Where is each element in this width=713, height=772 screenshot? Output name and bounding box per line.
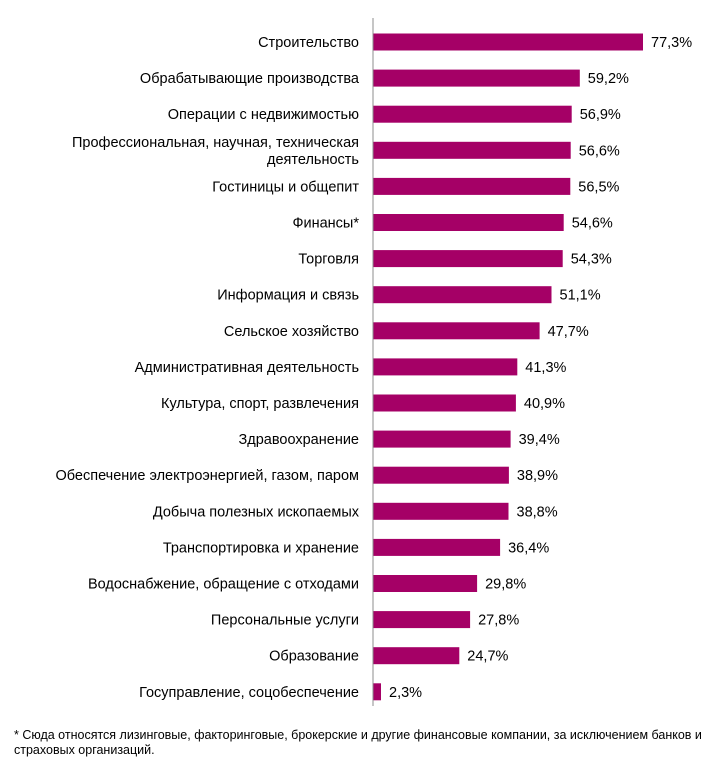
- data-label: 2,3%: [389, 685, 422, 701]
- data-label: 38,8%: [517, 504, 558, 520]
- bar: [373, 502, 509, 520]
- category-label: Административная деятельность: [135, 360, 359, 376]
- bar: [373, 322, 540, 340]
- data-label: 51,1%: [560, 288, 601, 304]
- category-label: Информация и связь: [217, 288, 359, 304]
- category-label: Водоснабжение, обращение с отходами: [88, 577, 359, 593]
- bar: [373, 69, 580, 87]
- data-label: 47,7%: [548, 324, 589, 340]
- bar: [373, 466, 509, 484]
- data-label: 56,5%: [578, 179, 619, 195]
- data-label: 77,3%: [651, 35, 692, 51]
- bar: [373, 430, 511, 448]
- data-label: 36,4%: [508, 540, 549, 556]
- category-label: Культура, спорт, развлечения: [161, 396, 359, 412]
- category-label: Профессиональная, научная, техническая де…: [72, 135, 359, 168]
- category-label: Госуправление, соцобеспечение: [139, 685, 359, 701]
- bar: [373, 683, 381, 701]
- bar: [373, 141, 571, 159]
- category-label: Образование: [269, 649, 359, 665]
- category-label: Гостиницы и общепит: [212, 179, 359, 195]
- data-label: 38,9%: [517, 468, 558, 484]
- data-label: 29,8%: [485, 577, 526, 593]
- data-label: 40,9%: [524, 396, 565, 412]
- bar: [373, 647, 460, 665]
- category-label: Торговля: [298, 252, 359, 268]
- category-label: Сельское хозяйство: [224, 324, 359, 340]
- data-label: 24,7%: [467, 649, 508, 665]
- bar: [373, 538, 501, 556]
- category-label: Строительство: [258, 35, 359, 51]
- category-label: Здравоохранение: [239, 432, 359, 448]
- category-label: Операции с недвижимостью: [168, 107, 359, 123]
- bar: [373, 575, 478, 592]
- bar: [373, 611, 471, 629]
- bar: [373, 105, 572, 123]
- category-label: Добыча полезных ископаемых: [153, 504, 360, 520]
- bar: [373, 394, 516, 412]
- category-label: Транспортировка и хранение: [163, 540, 359, 556]
- category-label: Обрабатывающие производства: [140, 71, 360, 87]
- data-label: 59,2%: [588, 71, 629, 87]
- bar: [373, 358, 518, 376]
- bar: [373, 286, 552, 304]
- bar: [373, 250, 563, 268]
- data-label: 56,6%: [579, 143, 620, 159]
- bar: [373, 177, 571, 195]
- category-label: Обеспечение электроэнергией, газом, паро…: [56, 468, 359, 484]
- data-label: 39,4%: [519, 432, 560, 448]
- category-label: Финансы*: [292, 216, 359, 232]
- data-label: 54,6%: [572, 216, 613, 232]
- data-label: 27,8%: [478, 613, 519, 629]
- category-label: Персональные услуги: [211, 613, 359, 629]
- data-label: 54,3%: [571, 252, 612, 268]
- bar: [373, 214, 564, 231]
- footnote: * Сюда относятся лизинговые, факторингов…: [14, 728, 702, 757]
- data-label: 56,9%: [580, 107, 621, 123]
- bar-chart: 77,3% Строительство 59,2% Обрабатывающие пр…: [56, 18, 692, 706]
- data-label: 41,3%: [525, 360, 566, 376]
- bar: [373, 33, 643, 51]
